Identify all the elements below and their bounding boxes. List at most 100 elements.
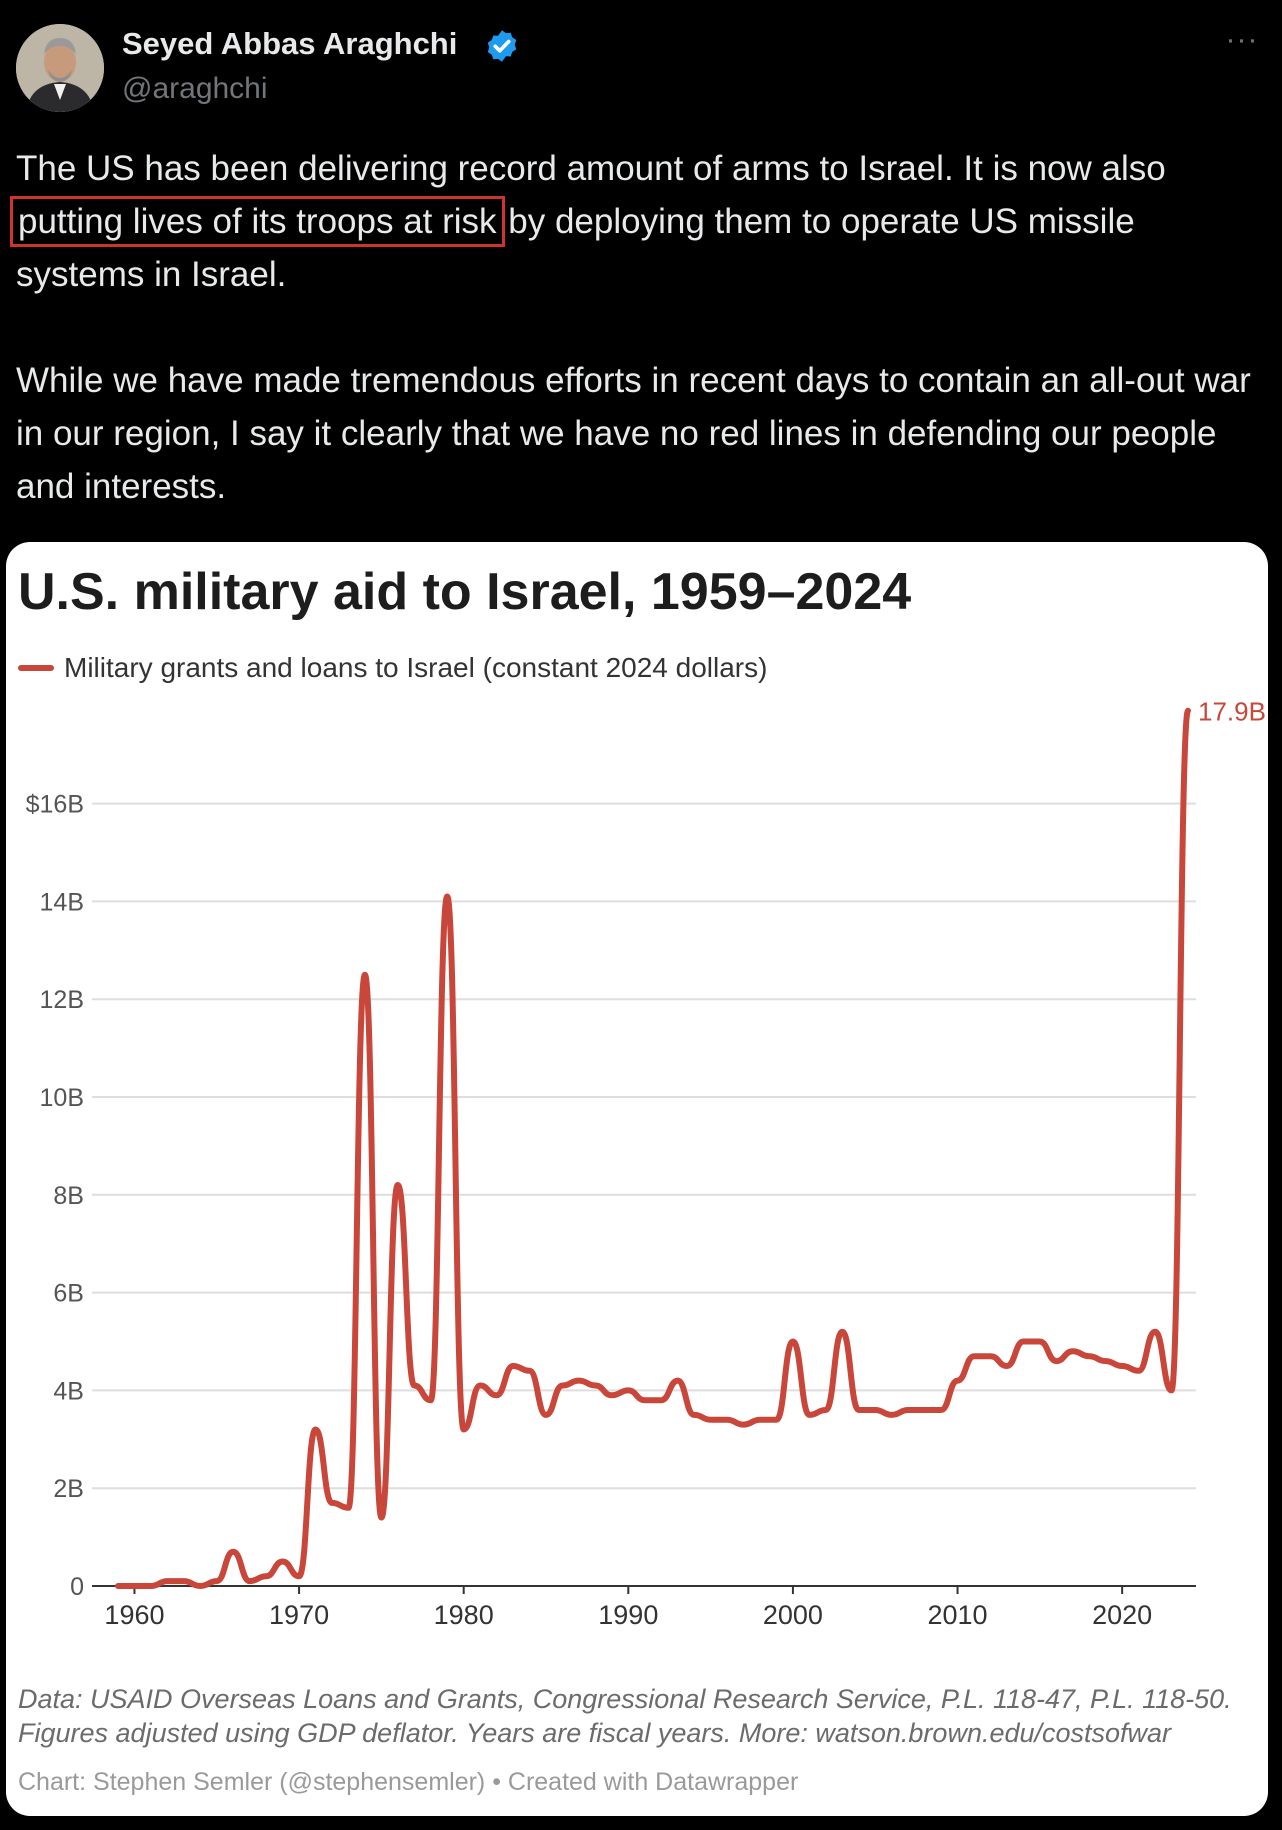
data-point (1136, 1368, 1142, 1374)
data-point (1169, 1387, 1175, 1393)
chart-source-note: Data: USAID Overseas Loans and Grants, C… (18, 1682, 1258, 1750)
data-point (510, 1363, 516, 1369)
data-point (741, 1422, 747, 1428)
y-tick-label: $16B (26, 791, 84, 819)
chart-image-card[interactable]: U.S. military aid to Israel, 1959–2024 M… (6, 542, 1268, 1816)
chart-plot-area: 0 2B 4B 6B 8B 10B 12B 14B $16B 1960 1970 1980 1990 20… (26, 697, 1266, 1630)
tweet-text-after-highlight: by deploying them to operate US missile … (16, 202, 1135, 294)
data-point (592, 1383, 598, 1389)
data-point (955, 1378, 961, 1384)
data-point (823, 1407, 829, 1413)
data-point (477, 1383, 483, 1389)
data-point (181, 1578, 187, 1584)
data-point (724, 1417, 730, 1423)
data-point (774, 1417, 780, 1423)
more-options-icon[interactable]: ··· (1225, 23, 1259, 56)
avatar-portrait-icon (16, 24, 104, 112)
data-point (757, 1417, 763, 1423)
data-point (889, 1412, 895, 1418)
x-tick-label: 1980 (434, 1600, 494, 1630)
data-point (444, 894, 450, 900)
data-point (988, 1353, 994, 1359)
data-point (197, 1583, 203, 1589)
y-tick-label: 8B (53, 1182, 84, 1210)
data-point (247, 1578, 253, 1584)
data-point (313, 1427, 319, 1433)
data-point (346, 1505, 352, 1511)
data-point (560, 1383, 566, 1389)
data-point (1152, 1329, 1158, 1335)
data-point (675, 1378, 681, 1384)
data-point (411, 1383, 417, 1389)
data-point (1053, 1358, 1059, 1364)
data-point (642, 1397, 648, 1403)
data-point (1037, 1339, 1043, 1345)
source-note-line-2: Figures adjusted using GDP deflator. Yea… (18, 1718, 1172, 1748)
data-point (1070, 1348, 1076, 1354)
data-point (872, 1407, 878, 1413)
data-point (905, 1407, 911, 1413)
display-name[interactable]: Seyed Abbas Araghchi (122, 26, 458, 61)
avatar[interactable] (16, 24, 104, 112)
data-point (839, 1329, 845, 1335)
y-tick-label: 10B (40, 1084, 84, 1112)
data-point (329, 1500, 335, 1506)
data-point (296, 1573, 302, 1579)
data-point (527, 1368, 533, 1374)
x-tick-label: 2000 (763, 1600, 823, 1630)
tweet-paragraph-2: While we have made tremendous efforts in… (16, 361, 1251, 506)
source-note-line-1: Data: USAID Overseas Loans and Grants, C… (18, 1684, 1232, 1714)
data-point (1086, 1353, 1092, 1359)
data-point (922, 1407, 928, 1413)
data-point (708, 1417, 714, 1423)
y-tick-label: 0 (70, 1573, 84, 1601)
tweet-text-before-highlight: The US has been delivering record amount… (16, 149, 1166, 188)
data-point (280, 1559, 286, 1565)
y-tick-label: 14B (40, 888, 84, 916)
x-tick-label: 1990 (598, 1600, 658, 1630)
data-point (938, 1407, 944, 1413)
data-point (1004, 1363, 1010, 1369)
x-tick-label: 1960 (104, 1600, 164, 1630)
data-point (658, 1397, 664, 1403)
data-point (214, 1578, 220, 1584)
x-tick-label: 2010 (927, 1600, 987, 1630)
data-point (395, 1182, 401, 1188)
data-point (1185, 708, 1191, 714)
chart-credit: Chart: Stephen Semler (@stephensemler) •… (18, 1768, 799, 1796)
tweet-text: The US has been delivering record amount… (10, 142, 1266, 513)
data-point (609, 1392, 615, 1398)
x-tick-label: 2020 (1092, 1600, 1152, 1630)
data-point (856, 1407, 862, 1413)
chart-legend: Military grants and loans to Israel (con… (18, 652, 767, 688)
data-point (362, 972, 368, 978)
y-tick-label: 2B (53, 1475, 84, 1503)
data-point (148, 1583, 154, 1589)
data-point (263, 1573, 269, 1579)
end-value-label: 17.9B (1198, 697, 1266, 727)
tweet-header: Seyed Abbas Araghchi @araghchi ··· (0, 0, 1282, 120)
tweet-paragraph-1: The US has been delivering record amount… (10, 142, 1266, 301)
chart-title: U.S. military aid to Israel, 1959–2024 (18, 563, 912, 621)
data-point (378, 1515, 384, 1521)
x-tick-label: 1970 (269, 1600, 329, 1630)
data-point (230, 1549, 236, 1555)
data-point (1103, 1358, 1109, 1364)
legend-swatch (18, 665, 54, 671)
data-point (132, 1583, 138, 1589)
y-tick-label: 6B (53, 1280, 84, 1308)
data-point (1020, 1339, 1026, 1345)
data-point (494, 1392, 500, 1398)
data-point (971, 1353, 977, 1359)
handle[interactable]: @araghchi (122, 72, 268, 105)
data-point (428, 1397, 434, 1403)
data-point (691, 1412, 697, 1418)
highlighted-phrase: putting lives of its troops at risk (10, 196, 505, 247)
y-tick-label: 12B (40, 986, 84, 1014)
data-point (1119, 1363, 1125, 1369)
verified-badge-icon (487, 30, 517, 62)
legend-label: Military grants and loans to Israel (con… (64, 652, 768, 683)
data-point (576, 1378, 582, 1384)
data-point (461, 1427, 467, 1433)
series-line (115, 707, 1191, 1589)
